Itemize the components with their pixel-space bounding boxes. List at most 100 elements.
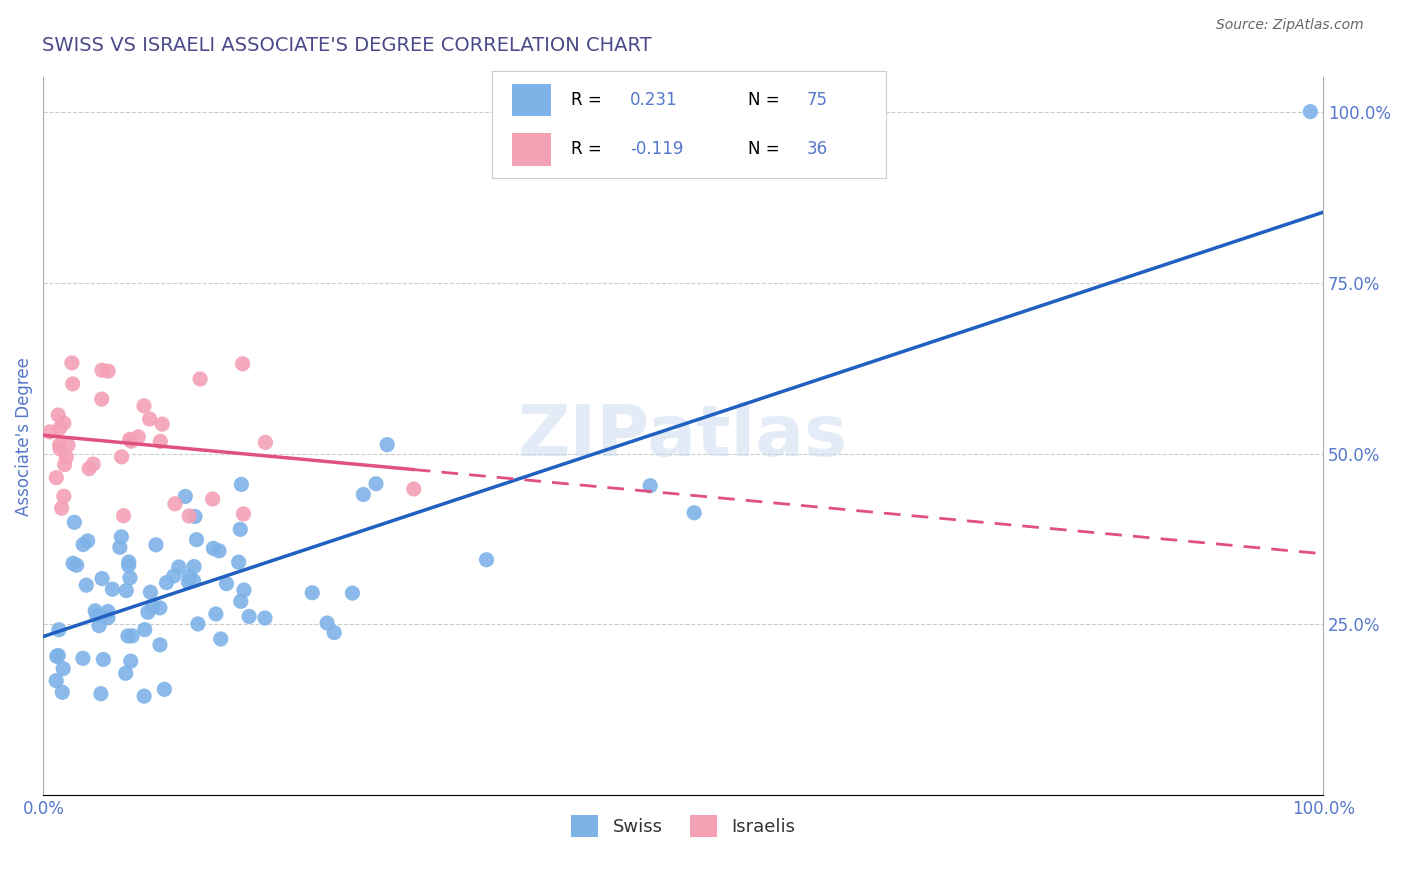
Point	[51, 685, 73, 699]
Point	[118, 433, 141, 447]
Point	[375, 437, 398, 451]
Text: ZIPatlas: ZIPatlas	[519, 402, 848, 471]
Point	[87, 618, 110, 632]
Point	[215, 576, 238, 591]
Point	[72, 651, 94, 665]
Point	[120, 654, 142, 668]
Text: SWISS VS ISRAELI ASSOCIATE'S DEGREE CORRELATION CHART: SWISS VS ISRAELI ASSOCIATE'S DEGREE CORR…	[42, 36, 652, 54]
Point	[231, 477, 253, 491]
Point	[177, 574, 200, 589]
Text: N =: N =	[748, 141, 785, 159]
Text: 75: 75	[807, 91, 828, 109]
Point	[55, 450, 77, 464]
Point	[188, 372, 211, 386]
Point	[112, 508, 135, 523]
Point	[38, 425, 60, 439]
Point	[110, 450, 132, 464]
Point	[1299, 104, 1322, 119]
Point	[97, 364, 120, 378]
Point	[254, 435, 277, 450]
Point	[139, 585, 162, 599]
Text: R =: R =	[571, 91, 607, 109]
Text: 36: 36	[807, 141, 828, 159]
Text: 0.231: 0.231	[630, 91, 678, 109]
Point	[201, 491, 224, 506]
Point	[683, 506, 706, 520]
Point	[183, 574, 205, 588]
Point	[205, 607, 228, 621]
Point	[228, 555, 250, 569]
Point	[186, 533, 208, 547]
Point	[323, 625, 346, 640]
Point	[52, 416, 75, 430]
Text: N =: N =	[748, 91, 785, 109]
Point	[52, 662, 75, 676]
Point	[163, 569, 186, 583]
Point	[91, 572, 114, 586]
Point	[153, 682, 176, 697]
Point	[253, 611, 276, 625]
Point	[84, 604, 107, 618]
Point	[179, 508, 201, 523]
Point	[232, 507, 254, 521]
Point	[208, 544, 231, 558]
Point	[46, 648, 69, 663]
Point	[118, 571, 141, 585]
Point	[174, 490, 197, 504]
Point	[127, 430, 149, 444]
Point	[202, 541, 225, 556]
Point	[229, 594, 252, 608]
Point	[46, 408, 69, 422]
Point	[52, 489, 75, 503]
Point	[108, 541, 131, 555]
Text: Source: ZipAtlas.com: Source: ZipAtlas.com	[1216, 18, 1364, 32]
Point	[150, 417, 173, 431]
Point	[138, 412, 160, 426]
Point	[75, 578, 97, 592]
Y-axis label: Associate's Degree: Associate's Degree	[15, 357, 32, 516]
Point	[121, 629, 143, 643]
Point	[45, 649, 67, 664]
Point	[115, 583, 138, 598]
Point	[167, 560, 190, 574]
Point	[316, 615, 339, 630]
Point	[117, 558, 139, 573]
Point	[134, 623, 156, 637]
Point	[402, 482, 425, 496]
Point	[145, 538, 167, 552]
Point	[120, 434, 142, 449]
Point	[364, 476, 387, 491]
Point	[132, 399, 155, 413]
Point	[77, 461, 100, 475]
Point	[91, 652, 114, 666]
Point	[301, 586, 323, 600]
Legend: Swiss, Israelis: Swiss, Israelis	[564, 807, 803, 844]
Point	[142, 599, 165, 614]
Text: -0.119: -0.119	[630, 141, 683, 159]
Point	[179, 569, 201, 583]
Point	[638, 479, 661, 493]
Point	[136, 605, 159, 619]
Point	[209, 632, 232, 646]
Point	[187, 616, 209, 631]
Point	[48, 438, 70, 452]
Point	[352, 487, 374, 501]
FancyBboxPatch shape	[512, 134, 551, 166]
Point	[238, 609, 260, 624]
Text: R =: R =	[571, 141, 607, 159]
Point	[90, 687, 112, 701]
Point	[51, 501, 73, 516]
Point	[63, 516, 86, 530]
Point	[229, 522, 252, 536]
Point	[48, 421, 70, 435]
Point	[118, 555, 141, 569]
Point	[48, 623, 70, 637]
Point	[163, 497, 186, 511]
Point	[76, 533, 98, 548]
Point	[62, 376, 84, 391]
Point	[110, 530, 132, 544]
Point	[183, 559, 205, 574]
Point	[184, 509, 207, 524]
Point	[60, 356, 83, 370]
Point	[132, 689, 155, 703]
